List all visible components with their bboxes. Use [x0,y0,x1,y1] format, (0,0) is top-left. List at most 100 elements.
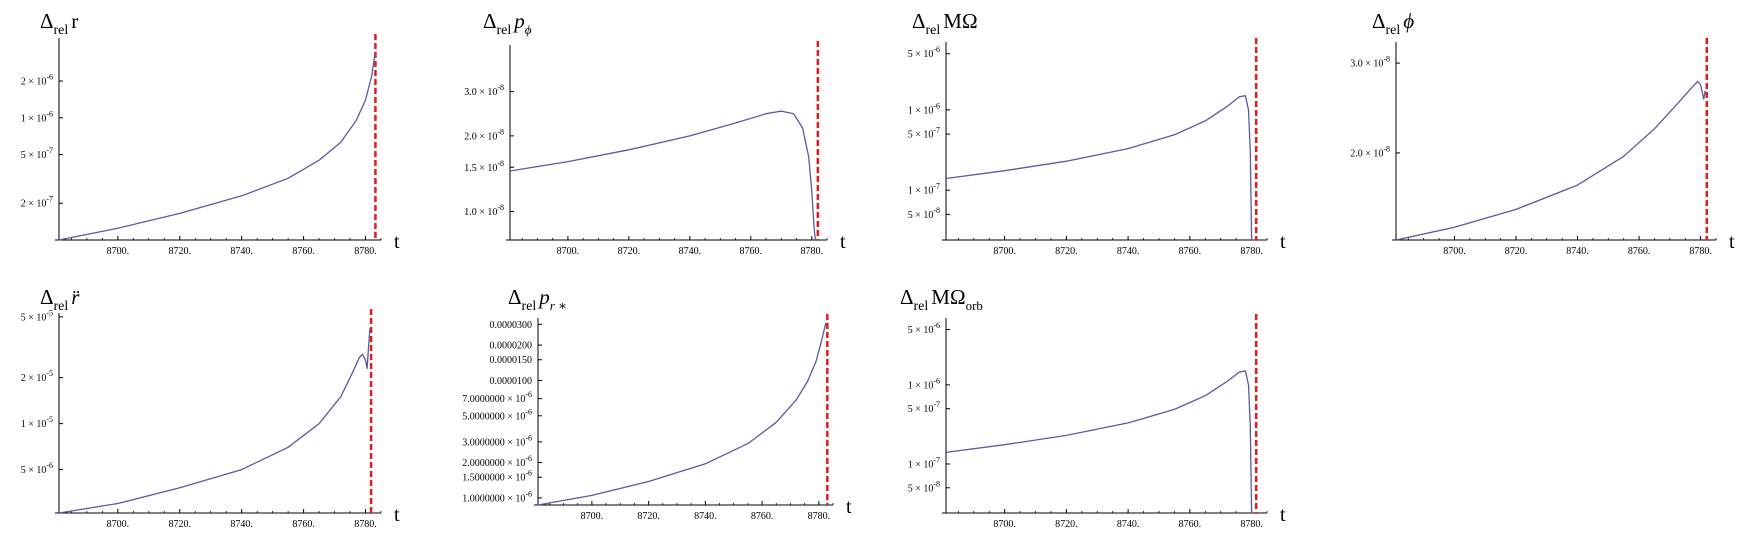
y-tick-label: 0.0000100 [490,376,533,387]
title-symbol-sub: orb [966,298,983,313]
y-tick-exponent: -5 [46,369,53,378]
y-tick-mantissa: 5 [908,404,913,415]
chart-panel: 8700. 8720. 8740. 8760. 8780.2 × 10-75 × 10-… [21,9,400,257]
y-tick-exponent: -7 [933,455,940,464]
y-tick-exponent: -6 [46,73,53,82]
y-tick-base: × 10 [477,207,498,218]
y-tick-label: 0.0000150 [490,355,533,366]
y-tick-base: × 10 [1363,59,1384,70]
y-tick-mantissa: 2.0000000 [462,458,505,469]
title-prefix: Δ [483,9,497,33]
x-tick-label: 8720. [1055,246,1078,257]
y-tick-base: × 10 [913,105,934,116]
y-tick-exponent: -6 [46,461,53,470]
y-tick-base: × 10 [26,199,47,210]
series-line [58,54,376,241]
y-tick-mantissa: 2.0 [464,131,477,142]
x-tick-label: 8720. [1505,246,1528,257]
y-tick-mantissa: 5 [21,150,26,161]
y-tick-exponent: -6 [525,454,532,463]
title-prefix: Δ [40,9,54,33]
y-tick-mantissa: 1 [908,186,913,197]
x-tick-label: 8780. [354,246,377,257]
x-axis-label: t [1729,231,1735,253]
y-tick-base: × 10 [26,373,47,384]
y-tick-exponent: -6 [46,109,53,118]
x-tick-label: 8720. [169,246,192,257]
y-tick-exponent: -7 [933,400,940,409]
y-tick-label: 1 × 10-5 [21,415,53,430]
chart-title: Δrel pϕ [483,9,532,38]
x-tick-label: 8780. [354,519,377,530]
x-tick-label: 8740. [1117,246,1140,257]
chart-panel: 8700. 8720. 8740. 8760. 8780.1.0000000 × 10-… [462,285,852,522]
y-tick-base: × 10 [505,493,526,504]
y-tick-base: × 10 [505,411,526,422]
series-line [945,95,1253,241]
series-line [509,110,817,241]
y-tick-mantissa: 1 [908,459,913,470]
title-sub: rel [914,299,929,314]
x-axis-label: t [394,504,400,526]
x-tick-label: 8780. [1240,246,1263,257]
y-tick-exponent: -5 [46,415,53,424]
title-symbol: MΩ [943,9,977,33]
y-tick-text: 0.0000200 [490,341,533,352]
y-tick-mantissa: 5 [908,325,913,336]
y-tick-exponent: -6 [933,45,940,54]
y-tick-label: 7.0000000 × 10-6 [462,390,532,405]
y-tick-mantissa: 1 [908,105,913,116]
x-tick-label: 8700. [581,511,604,522]
y-tick-mantissa: 1.0 [464,207,477,218]
y-tick-mantissa: 2 [21,373,26,384]
y-tick-exponent: -8 [933,206,940,215]
x-tick-label: 8700. [993,246,1016,257]
chart-title: Δrel r̈ [40,285,80,314]
title-sub: rel [54,23,69,38]
x-tick-label: 8760. [1179,519,1202,530]
y-tick-label: 5 × 10-8 [908,479,940,494]
y-tick-mantissa: 5 [21,465,26,476]
y-tick-mantissa: 1.5000000 [462,473,505,484]
y-tick-label: 1 × 10-6 [908,101,940,116]
y-tick-label: 0.0000300 [490,320,533,331]
y-tick-exponent: -8 [497,159,504,168]
y-tick-base: × 10 [505,473,526,484]
series-line [1395,80,1706,241]
y-tick-mantissa: 7.0000000 [462,394,505,405]
y-tick-mantissa: 2 [21,77,26,88]
y-tick-label: 1 × 10-6 [908,376,940,391]
x-tick-label: 8780. [801,246,824,257]
title-sub: rel [926,23,941,38]
y-tick-base: × 10 [26,312,47,323]
y-tick-exponent: -7 [933,182,940,191]
x-axis-label: t [846,496,852,518]
y-tick-base: × 10 [26,150,47,161]
y-tick-label: 5 × 10-5 [21,308,53,323]
y-tick-label: 2 × 10-6 [21,73,53,88]
x-tick-label: 8780. [808,511,831,522]
y-tick-base: × 10 [1363,148,1384,159]
y-tick-label: 1 × 10-7 [908,455,940,470]
title-symbol: r [71,9,78,33]
y-tick-exponent: -8 [1383,144,1390,153]
x-tick-label: 8720. [618,246,641,257]
y-tick-label: 5 × 10-7 [21,146,53,161]
y-tick-exponent: -6 [525,407,532,416]
y-tick-label: 3.0 × 10-8 [1350,55,1390,70]
chart-title: Δrel MΩ [912,9,978,38]
y-tick-base: × 10 [913,186,934,197]
y-tick-base: × 10 [505,458,526,469]
y-tick-label: 5 × 10-6 [908,321,940,336]
x-tick-label: 8700. [993,519,1016,530]
y-tick-base: × 10 [913,49,934,60]
y-tick-exponent: -7 [46,195,53,204]
x-tick-label: 8740. [230,246,253,257]
y-tick-mantissa: 3.0 [1350,59,1363,70]
y-tick-base: × 10 [913,210,934,221]
y-tick-exponent: -6 [933,376,940,385]
y-tick-text: 0.0000100 [490,376,533,387]
chart-panel: 8700. 8720. 8740. 8760. 8780.5 × 10-81 × 10-… [908,9,1286,257]
y-tick-label: 2.0000000 × 10-6 [462,454,532,469]
x-tick-label: 8760. [292,519,315,530]
